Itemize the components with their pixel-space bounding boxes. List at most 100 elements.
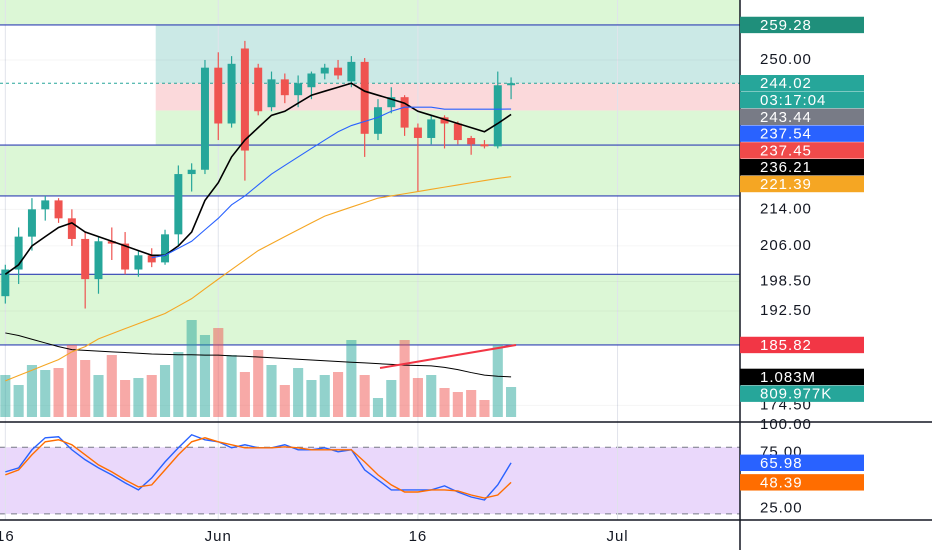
volume-bar xyxy=(66,345,77,417)
price-tag-label: 185.82 xyxy=(760,337,812,354)
moving-average xyxy=(4,82,512,275)
background-layer xyxy=(0,0,740,520)
candle-body xyxy=(480,144,489,147)
price-tag xyxy=(740,108,864,126)
candle-body xyxy=(294,83,303,96)
volume-bar xyxy=(133,378,144,417)
candle-body xyxy=(440,117,449,124)
volume-bar xyxy=(319,375,330,417)
candle-body xyxy=(493,85,502,147)
candle-body xyxy=(81,238,90,280)
candle-body xyxy=(320,67,329,74)
candle-body xyxy=(174,174,183,235)
volume-bar xyxy=(372,398,384,417)
candle-body xyxy=(200,67,209,170)
volume-bar xyxy=(426,375,437,417)
price-tag-label: 243.44 xyxy=(760,109,812,126)
price-zone xyxy=(0,274,740,345)
tag-layer: 259.28 244.0203:17:04243.44237.54237.4523… xyxy=(740,16,864,491)
oscillator-band xyxy=(0,447,740,514)
price-tag xyxy=(740,75,864,92)
candle-body xyxy=(94,241,103,280)
candle-body xyxy=(187,169,196,175)
y-tick-label: 192.50 xyxy=(760,302,812,319)
volume-bar xyxy=(506,387,517,417)
candle-body xyxy=(67,218,76,239)
candle-body xyxy=(360,61,369,134)
volume-bar xyxy=(146,375,157,417)
candle-body xyxy=(227,63,236,124)
price-tag xyxy=(740,91,864,109)
candle-body xyxy=(147,255,156,263)
price-tag xyxy=(740,16,864,34)
volume-bar xyxy=(359,375,370,417)
price-tag-label: 48.39 xyxy=(760,474,803,491)
volume-bar xyxy=(452,392,463,417)
price-zone xyxy=(155,24,740,84)
price-tag-label: 236.21 xyxy=(760,159,812,176)
volume-bar xyxy=(279,385,290,417)
candle-body xyxy=(41,200,50,210)
candle-body xyxy=(280,79,289,96)
candle-body xyxy=(214,67,223,124)
volume-bar xyxy=(226,355,237,417)
price-tag xyxy=(740,142,864,159)
moving-average xyxy=(151,106,512,259)
y-tick-label: 250.00 xyxy=(760,51,812,68)
price-tag-label: 03:17:04 xyxy=(760,92,826,109)
x-tick-label: 16 xyxy=(409,528,428,545)
candle-body xyxy=(507,83,516,86)
price-tag-label: 259.28 xyxy=(760,17,812,34)
candle-body xyxy=(134,255,143,270)
volume-bar xyxy=(93,375,104,417)
volume-bar xyxy=(0,375,11,417)
price-zone xyxy=(0,145,740,196)
volume-average xyxy=(5,332,512,378)
candle-body xyxy=(54,200,63,219)
volume-bar xyxy=(199,335,211,417)
price-tag xyxy=(740,368,864,386)
candle-body xyxy=(334,67,343,76)
volume-bar xyxy=(26,365,37,417)
trend-line xyxy=(379,344,517,369)
price-zone xyxy=(155,110,740,146)
price-tag-label: 244.02 xyxy=(760,75,812,92)
volume-bar xyxy=(53,368,64,417)
volume-bar xyxy=(13,385,24,417)
candle-body xyxy=(27,209,36,237)
volume-bar xyxy=(239,372,250,417)
volume-bar xyxy=(120,380,131,417)
y-tick-label: 25.00 xyxy=(760,499,803,516)
price-tag xyxy=(740,175,864,193)
volume-bar xyxy=(213,328,224,417)
volume-bar xyxy=(306,380,317,417)
candle-body xyxy=(400,97,409,128)
volume-bar xyxy=(346,340,357,417)
annotation-layer xyxy=(379,344,517,369)
candle-body xyxy=(307,73,316,88)
volume-bar xyxy=(466,390,477,417)
x-tick-label: Jul xyxy=(606,528,628,545)
candle-body xyxy=(254,67,263,112)
volume-bar xyxy=(479,400,490,417)
price-tag-label: 237.45 xyxy=(760,142,812,159)
axis-layer: 16 Jun 16 Jul 250.00 214.00 206.00 198.50 192.50… xyxy=(0,51,812,545)
x-tick-label: Jun xyxy=(205,528,232,545)
volume-bar xyxy=(293,368,304,417)
price-tag xyxy=(740,159,864,176)
price-tag xyxy=(740,385,864,402)
volume-bar xyxy=(439,388,450,417)
price-tag xyxy=(740,125,864,142)
oscillator-line xyxy=(5,437,512,499)
price-tag xyxy=(740,336,864,354)
volume-bar xyxy=(106,355,117,417)
volume-bar xyxy=(266,365,277,417)
candle-body xyxy=(121,243,130,270)
oscillator-layer xyxy=(5,433,512,501)
price-tag xyxy=(740,454,864,471)
price-tag-label: 65.98 xyxy=(760,455,803,472)
volume-layer xyxy=(0,320,517,417)
price-tag-label: 221.39 xyxy=(760,176,812,193)
candle-body xyxy=(467,137,476,145)
